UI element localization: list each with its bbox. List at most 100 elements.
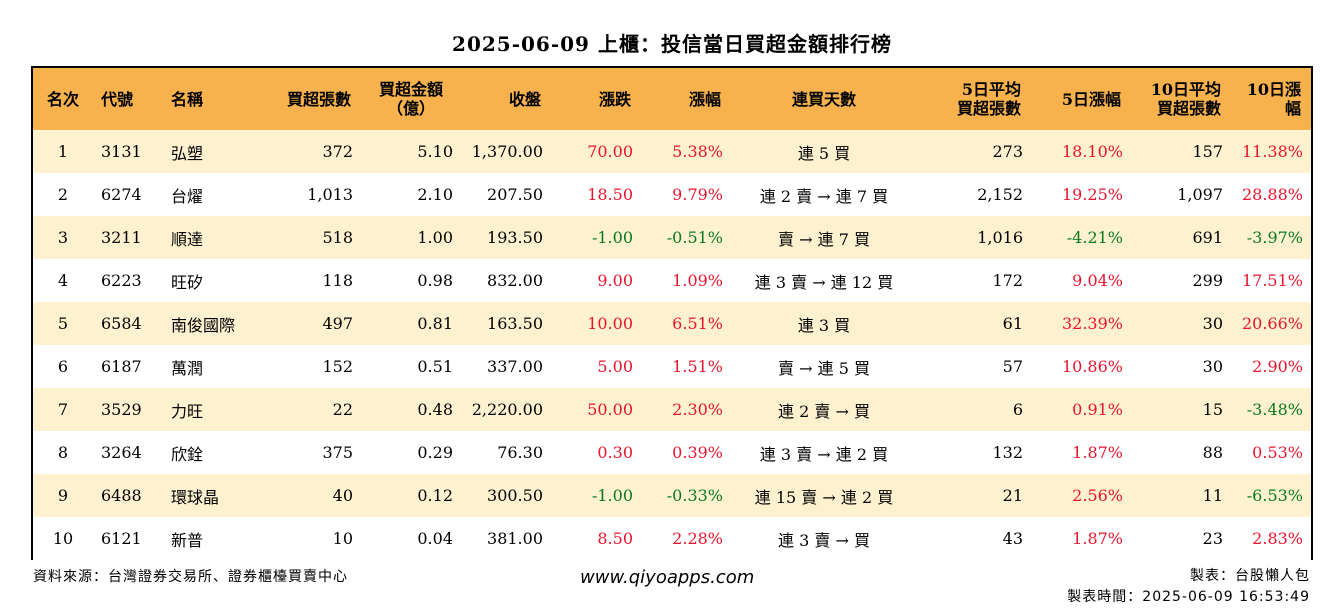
avg5-cell: 132 [992, 443, 1023, 462]
chg10-cell: 2.83% [1252, 529, 1303, 548]
ranking-table-container: 名次 代號 名稱 買超張數 買超金額 （億） 收盤 漲跌 漲幅 連買天數 5日平… [31, 66, 1313, 560]
change-pct-cell: 5.38% [672, 142, 723, 161]
close-cell: 2,220.00 [471, 400, 543, 419]
chg5-cell: 19.25% [1061, 185, 1123, 204]
change-pct-cell: 9.79% [672, 185, 723, 204]
net-buy-amount-cell: 0.04 [417, 529, 453, 548]
net-buy-amount-cell: 0.81 [417, 314, 453, 333]
chg5-cell: 1.87% [1072, 443, 1123, 462]
rank-cell: 9 [57, 486, 69, 505]
chg5-cell: 18.10% [1061, 142, 1123, 161]
chg10-cell: 2.90% [1252, 357, 1303, 376]
streak-cell: 連 5 買 [797, 143, 851, 163]
streak-cell: 賣 → 連 5 買 [778, 358, 870, 378]
chg10-cell: 17.51% [1241, 271, 1303, 290]
change-pct-cell: 0.39% [672, 443, 723, 462]
chg10-cell: -3.48% [1246, 400, 1303, 419]
avg5-cell: 43 [1002, 529, 1023, 548]
net-buy-shares-cell: 40 [332, 486, 353, 505]
net-buy-shares-cell: 518 [322, 228, 353, 247]
header-net-buy-shares: 買超張數 [286, 89, 351, 109]
made-time: 製表時間：2025-06-09 16:53:49 [1067, 589, 1310, 605]
avg10-cell: 299 [1192, 271, 1223, 290]
streak-cell: 連 3 賣 → 連 12 買 [754, 272, 894, 292]
avg5-cell: 21 [1002, 486, 1023, 505]
code-cell: 3264 [101, 443, 142, 462]
close-cell: 337.00 [487, 357, 543, 376]
net-buy-amount-cell: 0.12 [417, 486, 453, 505]
chg10-cell: -3.97% [1246, 228, 1303, 247]
table-row: 1 3131 弘塑 372 5.10 1,370.00 70.00 5.38% 連 5 買 273… [33, 130, 1311, 173]
rank-cell: 4 [57, 271, 69, 290]
chg10-cell: 0.53% [1252, 443, 1303, 462]
net-buy-shares-cell: 10 [332, 529, 353, 548]
header-close: 收盤 [508, 89, 541, 109]
change-cell: 8.50 [597, 529, 633, 548]
chg10-cell: 20.66% [1241, 314, 1303, 333]
maker-label: 製表：台股懶人包 [1190, 568, 1310, 584]
code-cell: 6121 [101, 529, 142, 548]
avg10-cell: 30 [1202, 357, 1223, 376]
close-cell: 381.00 [487, 529, 543, 548]
avg10-cell: 157 [1192, 142, 1223, 161]
header-rank: 名次 [46, 89, 79, 109]
rank-cell: 10 [52, 529, 74, 548]
chg5-cell: 1.87% [1072, 529, 1123, 548]
table-row: 10 6121 新普 10 0.04 381.00 8.50 2.28% 連 3 賣 → 買 43… [33, 517, 1311, 560]
chg10-cell: -6.53% [1246, 486, 1303, 505]
streak-cell: 連 2 賣 → 買 [778, 401, 870, 421]
change-pct-cell: 1.09% [672, 271, 723, 290]
change-cell: 70.00 [587, 142, 633, 161]
header-avg10: 10日平均 買超張數 [1131, 68, 1231, 130]
change-pct-cell: -0.33% [666, 486, 723, 505]
close-cell: 76.30 [497, 443, 543, 462]
net-buy-shares-cell: 22 [332, 400, 353, 419]
streak-cell: 賣 → 連 7 買 [778, 229, 870, 249]
avg5-cell: 2,152 [977, 185, 1023, 204]
table-row: 7 3529 力旺 22 0.48 2,220.00 50.00 2.30% 連 2 賣 → 買… [33, 388, 1311, 431]
streak-cell: 連 2 賣 → 連 7 買 [759, 186, 889, 206]
header-avg5-line2: 買超張數 [956, 99, 1021, 118]
table-row: 8 3264 欣銓 375 0.29 76.30 0.30 0.39% 連 3 賣 → 連 2 … [33, 431, 1311, 474]
code-cell: 3529 [101, 400, 142, 419]
name-cell: 新普 [171, 530, 204, 550]
rank-cell: 2 [57, 185, 69, 204]
chg10-cell: 11.38% [1241, 142, 1303, 161]
net-buy-shares-cell: 1,013 [307, 185, 353, 204]
rank-cell: 7 [57, 400, 69, 419]
avg5-cell: 172 [992, 271, 1023, 290]
rank-cell: 5 [57, 314, 69, 333]
table-row: 2 6274 台燿 1,013 2.10 207.50 18.50 9.79% 連 2 賣 → … [33, 173, 1311, 216]
table-row: 4 6223 旺矽 118 0.98 832.00 9.00 1.09% 連 3 賣 → 連 1… [33, 259, 1311, 302]
name-cell: 順達 [171, 229, 204, 249]
net-buy-amount-cell: 1.00 [417, 228, 453, 247]
change-cell: 0.30 [597, 443, 633, 462]
streak-cell: 連 3 買 [797, 315, 851, 335]
name-cell: 南俊國際 [171, 315, 236, 335]
chg5-cell: -4.21% [1066, 228, 1123, 247]
net-buy-shares-cell: 497 [322, 314, 353, 333]
website-link[interactable]: www.qiyoapps.com [580, 567, 755, 588]
name-cell: 欣銓 [171, 444, 204, 464]
code-cell: 3131 [101, 142, 142, 161]
header-net-buy-amount-line2: （億） [386, 99, 435, 118]
streak-cell: 連 3 賣 → 買 [778, 530, 870, 550]
header-net-buy-amount-line1: 買超金額 [378, 80, 443, 99]
name-cell: 力旺 [171, 401, 204, 421]
code-cell: 6488 [101, 486, 142, 505]
header-change-pct: 漲幅 [688, 89, 721, 109]
streak-cell: 連 3 賣 → 連 2 買 [759, 444, 889, 464]
header-avg10-line1: 10日平均 [1150, 80, 1221, 99]
close-cell: 163.50 [487, 314, 543, 333]
name-cell: 萬潤 [171, 358, 204, 378]
table-row: 5 6584 南俊國際 497 0.81 163.50 10.00 6.51% 連 3 買 61 3… [33, 302, 1311, 345]
close-cell: 300.50 [487, 486, 543, 505]
name-cell: 台燿 [171, 186, 204, 206]
avg10-cell: 15 [1202, 400, 1223, 419]
page-title: 2025-06-09 上櫃：投信當日買超金額排行榜 [452, 32, 892, 56]
change-cell: -1.00 [591, 486, 633, 505]
avg10-cell: 691 [1192, 228, 1223, 247]
net-buy-shares-cell: 152 [322, 357, 353, 376]
avg5-cell: 1,016 [977, 228, 1023, 247]
header-change: 漲跌 [598, 89, 631, 109]
